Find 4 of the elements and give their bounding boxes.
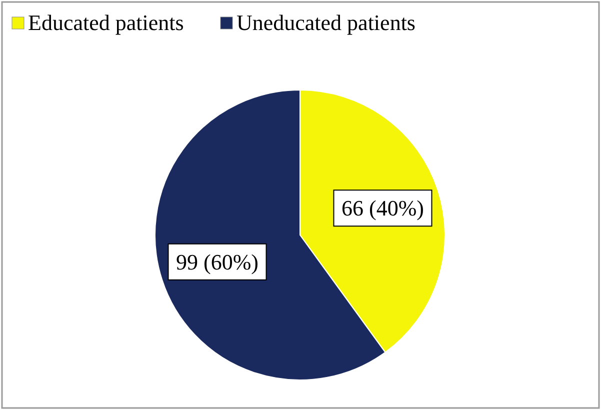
data-label: 66 (40%)	[342, 196, 424, 221]
legend-label: Uneducated patients	[236, 10, 416, 35]
legend-label: Educated patients	[28, 10, 184, 35]
data-label: 99 (60%)	[176, 249, 258, 274]
